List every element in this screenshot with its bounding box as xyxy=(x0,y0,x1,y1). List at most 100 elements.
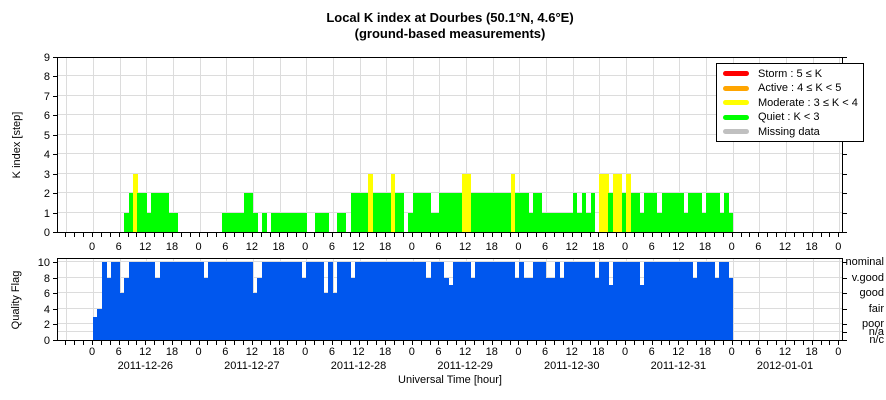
gridline-vertical xyxy=(226,58,228,232)
k-index-bar xyxy=(323,212,329,232)
x-tick xyxy=(705,233,707,237)
k-y-tick xyxy=(843,56,847,58)
gridline-vertical xyxy=(759,58,761,232)
q-y-tick-label: 8 xyxy=(43,272,50,285)
legend-box: Storm : 5 ≤ K Active : 4 ≤ K < 5 Moderate … xyxy=(716,63,864,142)
x-tick xyxy=(234,341,236,345)
gridline-vertical xyxy=(492,58,494,232)
k-index-bar xyxy=(252,212,258,232)
x-tick xyxy=(580,233,582,237)
x-tick xyxy=(829,233,831,237)
hour-tick-label-mid: 6 xyxy=(115,241,122,253)
hour-tick-label-bottom: 12 xyxy=(778,346,792,358)
x-tick xyxy=(216,233,218,237)
k-y-tick xyxy=(843,232,847,233)
gridline-vertical xyxy=(785,58,787,232)
k-index-bar xyxy=(492,193,498,232)
gridline-vertical xyxy=(412,58,414,232)
gridline-vertical xyxy=(386,58,388,232)
quality-flag-bar xyxy=(612,262,618,340)
quality-flag-bar xyxy=(603,262,609,340)
q-y-tick xyxy=(53,293,57,295)
gridline-vertical xyxy=(626,58,628,232)
k-y-tick-label: 5 xyxy=(43,129,50,142)
quality-flag-bar xyxy=(146,262,152,340)
x-tick xyxy=(625,341,627,345)
k-index-bar xyxy=(657,212,662,232)
x-tick xyxy=(678,341,680,345)
x-tick xyxy=(509,233,511,237)
gridline-vertical xyxy=(546,58,548,232)
x-tick xyxy=(651,233,653,237)
x-tick xyxy=(305,341,307,345)
quality-flag-bar xyxy=(617,262,622,340)
k-index-bar xyxy=(443,193,449,232)
x-tick xyxy=(118,233,120,237)
legend-label-missing: Missing data xyxy=(758,125,820,138)
k-y-tick-label: 1 xyxy=(43,207,50,220)
quality-flag-bar xyxy=(386,262,391,340)
k-index-bar xyxy=(501,193,507,232)
k-index-bar xyxy=(652,193,658,232)
gridline-vertical xyxy=(466,58,468,232)
gridline-horizontal xyxy=(58,261,842,262)
k-index-bar xyxy=(395,193,400,232)
quality-flag-bar xyxy=(359,262,365,340)
k-index-bar xyxy=(390,173,396,232)
k-index-bar xyxy=(701,212,707,232)
k-y-tick-label: 7 xyxy=(43,90,50,103)
k-index-bar xyxy=(470,193,476,232)
x-tick xyxy=(545,341,547,345)
x-tick xyxy=(758,233,760,237)
x-tick xyxy=(811,341,813,345)
quality-flag-bar xyxy=(443,277,449,340)
gridline-horizontal xyxy=(58,276,842,278)
k-y-tick xyxy=(53,212,57,214)
k-index-bar xyxy=(488,193,494,232)
hour-tick-label-mid: 6 xyxy=(542,241,549,253)
k-index-bar xyxy=(284,212,289,232)
quality-flag-bar xyxy=(417,262,422,340)
hour-tick-label-mid: 12 xyxy=(245,241,259,253)
gridline-vertical xyxy=(679,58,681,232)
k-y-tick xyxy=(53,193,57,195)
quality-flag-bar xyxy=(723,262,729,340)
x-tick xyxy=(411,341,413,345)
quality-flag-bar xyxy=(470,277,476,340)
quality-flag-bar xyxy=(390,262,396,340)
x-tick xyxy=(580,341,582,345)
k-index-bar xyxy=(706,193,711,232)
k-y-tick-label: 6 xyxy=(43,110,50,123)
k-y-tick xyxy=(843,173,847,175)
quality-flag-bar xyxy=(657,262,662,340)
k-index-bar xyxy=(674,193,680,232)
gridline-vertical xyxy=(599,58,601,232)
k-index-bar xyxy=(692,193,698,232)
hour-tick-label-mid: 6 xyxy=(648,241,655,253)
quality-flag-bar xyxy=(559,277,565,340)
quality-flag-bar xyxy=(306,262,311,340)
hour-tick-label-mid: 0 xyxy=(408,241,415,253)
hour-tick-label-bottom: 6 xyxy=(222,346,229,358)
hour-tick-label-bottom: 0 xyxy=(622,346,629,358)
hour-tick-label-mid: 0 xyxy=(835,241,842,253)
x-tick xyxy=(784,341,786,345)
k-index-bar xyxy=(408,212,414,232)
hour-tick-label-bottom: 12 xyxy=(245,346,259,358)
q-right-tick xyxy=(843,308,847,310)
quality-flag-bar xyxy=(412,262,418,340)
quality-flag-bar xyxy=(435,262,440,340)
date-label: 2011-12-28 xyxy=(330,360,387,372)
k-index-bar xyxy=(288,212,294,232)
quality-flag-bar xyxy=(701,262,707,340)
quality-flag-bar xyxy=(399,262,405,340)
gridline-vertical xyxy=(732,259,734,340)
x-tick xyxy=(474,341,476,345)
x-tick xyxy=(83,233,85,237)
k-index-bar xyxy=(239,212,245,232)
x-tick xyxy=(482,233,484,237)
x-tick xyxy=(793,233,795,237)
x-tick xyxy=(65,233,67,237)
x-tick xyxy=(269,233,271,237)
x-tick xyxy=(545,233,547,237)
